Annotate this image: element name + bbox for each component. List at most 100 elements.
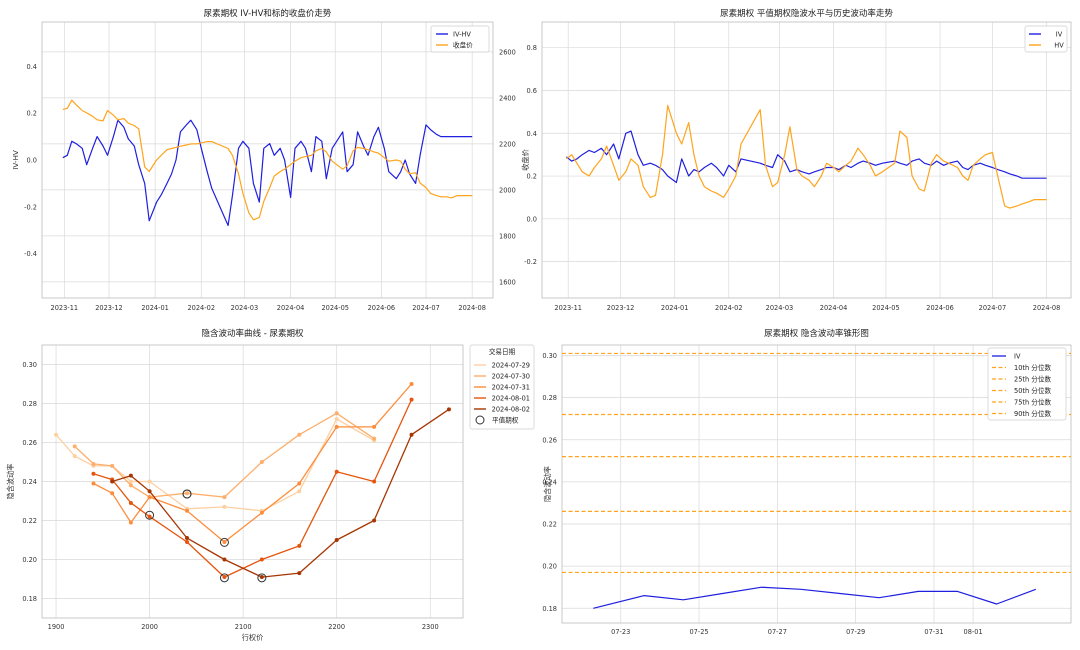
smile-point [128,473,133,478]
smile-point [334,469,339,474]
smile-point [54,432,59,437]
atm-marker [219,537,229,547]
legend-label: IV [1014,353,1021,361]
smile-point [147,489,152,494]
smile-point [409,432,414,437]
smile-point [110,491,115,496]
smile-point [128,500,133,505]
x-tick-label: 2000 [141,623,158,631]
legend-label: 2024-07-30 [492,373,530,381]
smile-point [334,411,339,416]
y-right-tick-label: 2200 [499,140,516,148]
plot-frame [541,21,1072,299]
smile-point [409,397,414,402]
y-right-tick-label: 2600 [499,48,516,56]
smile-point [297,432,302,437]
x-tick-label: 2024-01 [141,304,169,312]
y-right-tick-label: 2400 [499,94,516,102]
y-left-tick-label: -0.4 [24,250,37,258]
x-tick-label: 2300 [422,623,439,631]
smile-point [334,417,339,422]
smile-line-1 [74,412,375,498]
y-right-axis-label: 收盘价 [521,149,530,171]
smile-point [128,520,133,525]
y-tick-label: 0.18 [22,595,37,603]
plot-frame [41,21,494,299]
x-tick-label: 2024-06 [926,304,954,312]
smile-point [185,539,190,544]
smile-point [185,536,190,541]
legend-title: 交易日期 [489,347,516,356]
legend-label: 2024-08-01 [492,395,530,403]
smile-point [372,424,377,429]
smile-point [72,454,77,459]
y-left-axis-label: IV-HV [11,150,20,170]
x-tick-label: 07-31 [924,628,943,636]
smile-point [128,479,133,484]
y-axis-label: 隐含波动率 [543,466,552,502]
smile-point [185,508,190,513]
y-tick-label: 0.24 [22,478,37,486]
legend-label: 2024-08-02 [492,406,530,414]
chart-title: 尿素期权 隐含波动率锥形图 [764,328,869,339]
y-tick-label: 0.0 [527,215,538,223]
legend: IV-HV 收盘价 [430,25,490,53]
legend-atm-label: 平值期权 [492,416,519,425]
plot-frame [41,344,464,619]
y-tick-label: 0.20 [22,556,37,564]
smile-point [110,479,115,484]
y-left-tick-label: 0.0 [27,157,38,165]
smile-point [91,481,96,486]
smile-point [222,575,227,580]
y-tick-label: 0.30 [542,352,557,360]
y-right-tick-label: 1800 [499,232,516,240]
y-tick-label: -0.2 [524,258,537,266]
x-tick-label: 2024-04 [277,304,305,312]
legend-label: IV-HV [453,31,471,39]
y-tick-label: 0.28 [542,394,557,402]
y-left-tick-label: 0.4 [27,63,38,71]
legend-label: 2024-07-29 [492,362,530,370]
legend-label: 25th 分位数 [1014,375,1051,384]
legend-box [987,347,1067,421]
x-tick-label: 2023-11 [51,304,79,312]
x-tick-label: 2024-08 [1033,304,1061,312]
x-tick-label: 2023-12 [95,304,123,312]
smile-point [91,471,96,476]
x-tick-label: 2024-07 [979,304,1007,312]
y-tick-label: 0.22 [22,517,37,525]
series-line-0 [566,130,1047,184]
atm-marker [182,489,192,499]
x-tick-label: 2024-08 [458,304,486,312]
x-tick-label: 07-27 [768,628,787,636]
legend-label: 75th 分位数 [1014,398,1051,407]
legend-box [469,344,535,430]
x-tick-label: 07-23 [611,628,630,636]
x-tick-label: 2024-03 [766,304,794,312]
x-tick-label: 2024-05 [872,304,900,312]
legend-label: 收盘价 [453,41,473,50]
smile-point [372,436,377,441]
x-tick-label: 2024-01 [661,304,689,312]
x-tick-label: 2024-07 [412,304,440,312]
y-tick-label: 0.30 [22,361,37,369]
legend-label: 50th 分位数 [1014,386,1051,395]
smile-point [222,504,227,509]
smile-point [147,495,152,500]
legend: 交易日期 2024-07-29 2024-07-30 2024-07-31 2024-0… [469,344,535,430]
x-tick-label: 2024-03 [231,304,259,312]
x-tick-label: 2024-04 [820,304,848,312]
legend: IV HV [1024,25,1068,53]
x-tick-label: 2024-02 [715,304,743,312]
y-tick-label: 0.20 [542,563,557,571]
smile-point [110,463,115,468]
x-axis-label: 行权价 [242,633,264,642]
smile-point [297,481,302,486]
smile-point [147,514,152,519]
plot-frame [561,344,1072,624]
smile-point [334,538,339,542]
y-tick-label: 0.28 [22,400,37,408]
smile-point [259,557,264,562]
smile-line-2 [93,383,412,543]
